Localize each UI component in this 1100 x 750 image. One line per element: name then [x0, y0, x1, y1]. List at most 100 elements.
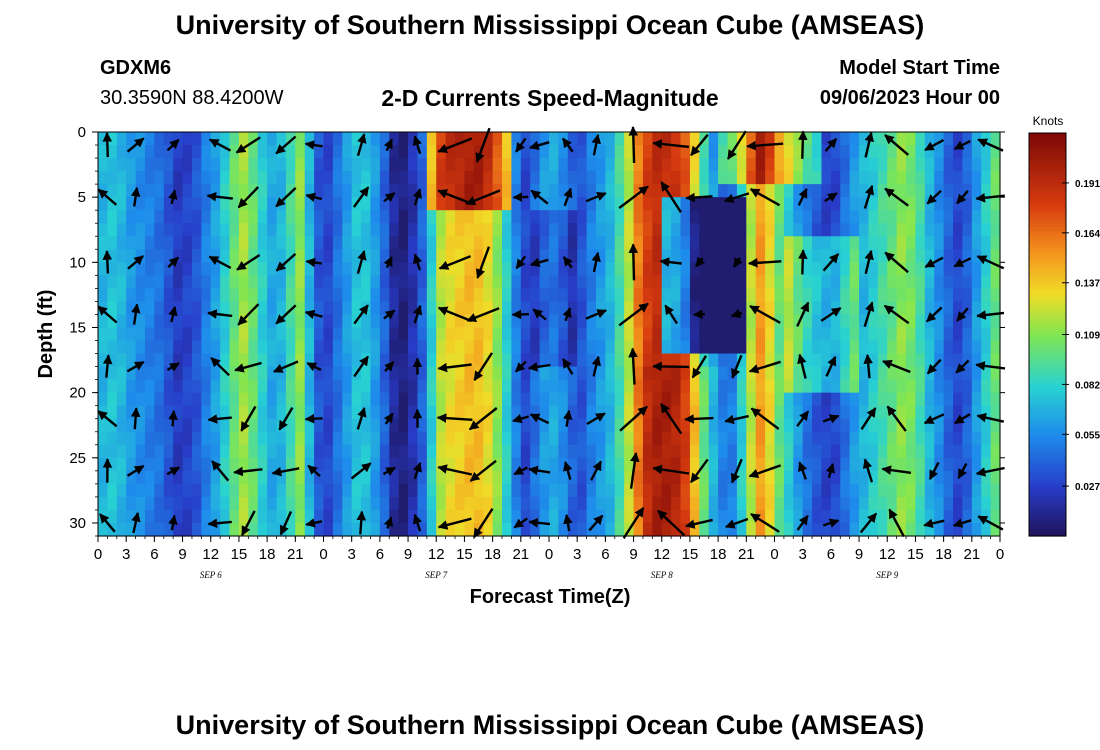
heatmap-cell	[746, 210, 757, 224]
heatmap-cell	[398, 353, 409, 368]
heatmap-cell	[868, 431, 879, 446]
heatmap-cell	[342, 275, 353, 289]
heatmap-cell	[182, 444, 193, 459]
heatmap-cell	[314, 288, 325, 303]
heatmap-cell	[868, 275, 879, 289]
heatmap-cell	[426, 496, 437, 511]
heatmap-cell	[746, 314, 757, 329]
heatmap-cell	[257, 392, 268, 407]
heatmap-cell	[417, 353, 428, 368]
heatmap-cell	[135, 171, 146, 185]
heatmap-cell	[981, 184, 992, 198]
heatmap-cell	[736, 483, 747, 498]
heatmap-cell	[755, 275, 766, 289]
colorbar-segment	[1029, 176, 1066, 181]
current-vector-arrow	[926, 189, 942, 205]
heatmap-cell	[868, 483, 879, 498]
heatmap-cell	[868, 522, 879, 537]
heatmap-cell	[840, 353, 851, 368]
heatmap-cell	[577, 405, 588, 420]
heatmap-cell	[924, 405, 935, 420]
heatmap-cell	[652, 288, 663, 303]
heatmap-cell	[426, 184, 437, 198]
heatmap-cell	[896, 457, 907, 472]
heatmap-cell	[464, 470, 475, 485]
current-vector-arrow	[585, 192, 607, 203]
heatmap-cell	[107, 158, 118, 172]
x-tick-label: 0	[770, 546, 778, 563]
heatmap-cell	[238, 405, 249, 420]
heatmap-cell	[210, 262, 221, 276]
current-vector-arrow	[622, 506, 645, 539]
current-vector-arrow	[796, 410, 810, 427]
colorbar-segment	[1029, 418, 1066, 423]
current-vector-arrow	[746, 140, 784, 151]
heatmap-cell	[201, 197, 212, 211]
heatmap-cell	[736, 444, 747, 459]
heatmap-cell	[680, 379, 691, 394]
current-vector-arrow	[956, 307, 969, 322]
heatmap-cell	[398, 418, 409, 433]
heatmap-cell	[577, 431, 588, 446]
heatmap-cell	[483, 262, 494, 276]
heatmap-cell	[455, 275, 466, 289]
heatmap-cell	[783, 509, 794, 524]
heatmap-cell	[238, 327, 249, 342]
colorbar-segment	[1029, 331, 1066, 336]
heatmap-cell	[614, 301, 625, 316]
current-vector-arrow	[527, 362, 551, 372]
heatmap-cell	[849, 158, 860, 172]
heatmap-cell	[830, 340, 841, 355]
heatmap-cell	[567, 457, 578, 472]
heatmap-cell	[342, 418, 353, 433]
heatmap-cell	[257, 210, 268, 224]
heatmap-cell	[530, 210, 541, 224]
heatmap-cell	[624, 275, 635, 289]
heatmap-cell	[774, 171, 785, 185]
heatmap-cell	[746, 431, 757, 446]
heatmap-cell	[868, 340, 879, 355]
heatmap-cell	[943, 470, 954, 485]
heatmap-cell	[849, 249, 860, 263]
heatmap-cell	[116, 522, 127, 537]
current-vector-arrow	[724, 517, 749, 529]
x-tick-label: 12	[653, 546, 670, 563]
x-tick-label: 6	[376, 546, 384, 563]
heatmap-cell	[238, 275, 249, 289]
heatmap-cell	[849, 210, 860, 224]
heatmap-cell	[351, 405, 362, 420]
heatmap-cell	[783, 366, 794, 381]
heatmap-cell	[614, 470, 625, 485]
heatmap-cell	[191, 223, 202, 237]
heatmap-cell	[163, 288, 174, 303]
colorbar-segment	[1029, 452, 1066, 456]
heatmap-cell	[567, 210, 578, 224]
heatmap-cell	[774, 496, 785, 511]
heatmap-cell	[718, 197, 729, 211]
heatmap-cell	[915, 249, 926, 263]
x-tick-label: 12	[879, 546, 896, 563]
heatmap-cell	[718, 405, 729, 420]
x-tick-label: 9	[629, 546, 637, 563]
heatmap-cell	[182, 392, 193, 407]
heatmap-cell	[229, 327, 240, 342]
heatmap-cell	[887, 223, 898, 237]
current-vector-arrow	[437, 137, 473, 153]
heatmap-cell	[642, 327, 653, 342]
heatmap-cell	[868, 392, 879, 407]
heatmap-cell	[379, 171, 390, 185]
heatmap-cell	[220, 418, 231, 433]
heatmap-cell	[840, 470, 851, 485]
heatmap-cell	[990, 327, 1001, 342]
heatmap-cell	[549, 405, 559, 420]
heatmap-cell	[680, 470, 691, 485]
current-vector-arrow	[590, 460, 602, 481]
current-vector-arrow	[691, 355, 708, 379]
heatmap-cell	[896, 262, 907, 276]
heatmap-cell	[408, 470, 419, 485]
heatmap-cell	[370, 340, 381, 355]
heatmap-cell	[708, 223, 719, 237]
heatmap-cell	[370, 327, 381, 342]
heatmap-cell	[445, 262, 456, 276]
heatmap-cell	[238, 366, 249, 381]
